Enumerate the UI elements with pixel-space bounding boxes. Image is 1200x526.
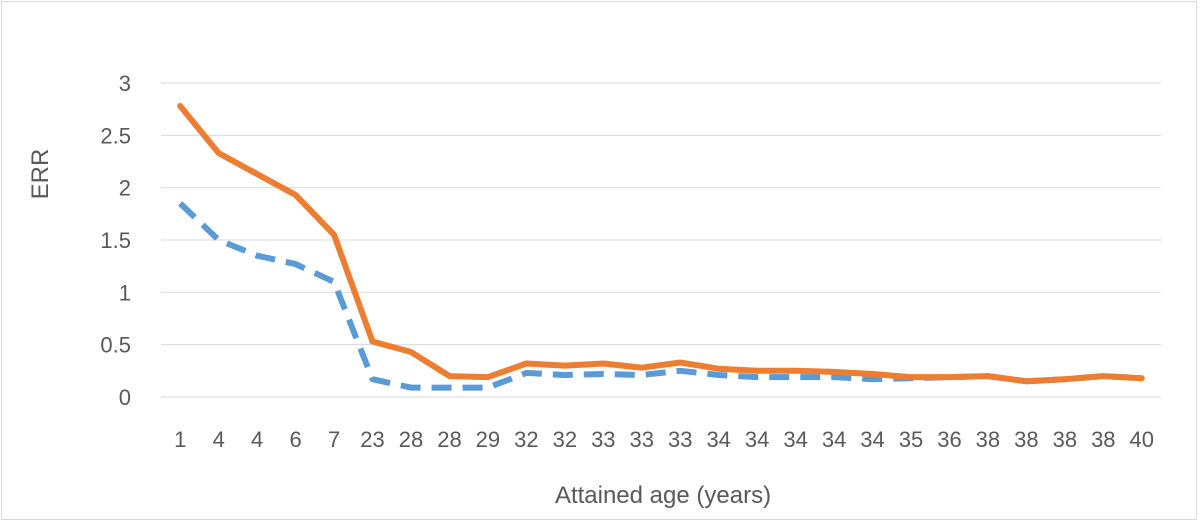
x-tick-label: 32	[514, 427, 538, 452]
x-tick-label: 35	[899, 427, 923, 452]
x-tick-label: 4	[251, 427, 263, 452]
x-tick-labels: 1 4 4 6 7 23 28 28 29 32 32 33 33 33 34 34 34 34 34 35 36 38 3…	[174, 427, 1154, 452]
x-tick-label: 1	[174, 427, 186, 452]
x-tick-label: 38	[1014, 427, 1038, 452]
y-tick-label: 1	[119, 280, 131, 305]
x-tick-label: 38	[976, 427, 1000, 452]
y-axis-title: ERR	[27, 149, 54, 200]
y-tick-label: 2.5	[100, 123, 131, 148]
x-tick-label: 33	[630, 427, 654, 452]
y-tick-label: 0.5	[100, 333, 131, 358]
x-tick-label: 4	[213, 427, 225, 452]
x-tick-label: 34	[745, 427, 769, 452]
x-tick-label: 38	[1091, 427, 1115, 452]
x-tick-label: 33	[668, 427, 692, 452]
y-tick-label: 3	[119, 71, 131, 96]
x-tick-label: 6	[289, 427, 301, 452]
x-tick-label: 33	[591, 427, 615, 452]
x-tick-label: 34	[822, 427, 846, 452]
x-tick-label: 34	[783, 427, 807, 452]
y-tick-labels: 0 0.5 1 1.5 2 2.5 3	[100, 71, 131, 410]
x-tick-label: 32	[553, 427, 577, 452]
gridlines	[161, 82, 1161, 398]
x-tick-label: 38	[1053, 427, 1077, 452]
x-tick-label: 23	[360, 427, 384, 452]
series-line-solid-orange	[177, 103, 1145, 385]
x-tick-label: 7	[328, 427, 340, 452]
y-tick-label: 2	[119, 176, 131, 201]
x-tick-label: 36	[937, 427, 961, 452]
x-tick-label: 34	[706, 427, 730, 452]
x-axis-title: Attained age (years)	[555, 482, 771, 509]
series-line-dashed-blue	[178, 201, 1142, 391]
y-tick-label: 1.5	[100, 228, 131, 253]
y-tick-label: 0	[119, 385, 131, 410]
x-tick-label: 29	[476, 427, 500, 452]
x-tick-label: 34	[860, 427, 884, 452]
x-tick-label: 40	[1130, 427, 1154, 452]
x-tick-label: 28	[399, 427, 423, 452]
x-tick-label: 28	[437, 427, 461, 452]
series-lines	[177, 103, 1145, 391]
